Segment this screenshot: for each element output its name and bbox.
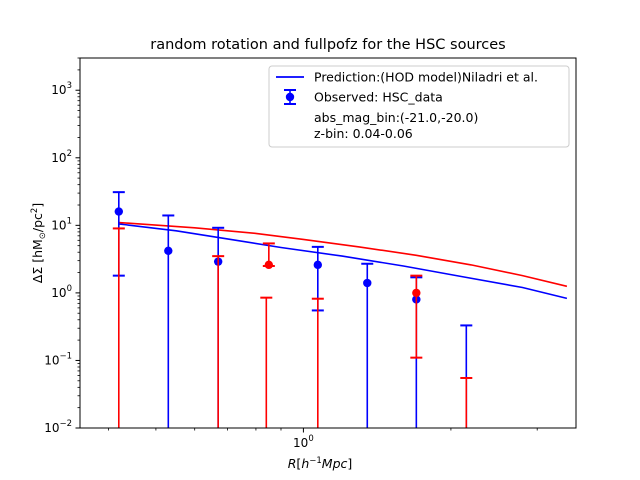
data-point [313, 260, 323, 270]
legend-box [268, 65, 570, 148]
y-axis-label: ΔΣ [hM⊙/pc2] [30, 203, 48, 283]
y-tick-label: 100 [51, 284, 72, 300]
legend-note: z-bin: 0.04-0.06 [314, 126, 413, 141]
x-axis-label: R[h−1Mpc] [288, 456, 353, 471]
y-tick-label: 10−1 [44, 351, 72, 367]
x-tick-label: 100 [293, 434, 314, 450]
data-point [412, 288, 421, 298]
axes-frame [79, 57, 577, 429]
data-point [114, 207, 123, 216]
y-tick-label: 103 [51, 81, 72, 97]
y-tick-label: 101 [51, 216, 72, 232]
legend-label: Prediction:(HOD model)Niladri et al. [314, 70, 538, 85]
data-point [264, 260, 274, 270]
data-point [164, 246, 173, 255]
y-tick-label: 102 [51, 149, 72, 165]
legend-note: abs_mag_bin:(-21.0,-20.0) [314, 110, 478, 125]
series-line-0 [118, 223, 568, 300]
legend-label: Observed: HSC_data [314, 90, 443, 105]
y-tick-label: 10−2 [44, 419, 72, 435]
legend-marker [285, 92, 295, 102]
series-line-1 [118, 221, 568, 288]
data-point [363, 278, 372, 288]
chart-title: random rotation and fullpofz for the HSC… [150, 37, 505, 53]
